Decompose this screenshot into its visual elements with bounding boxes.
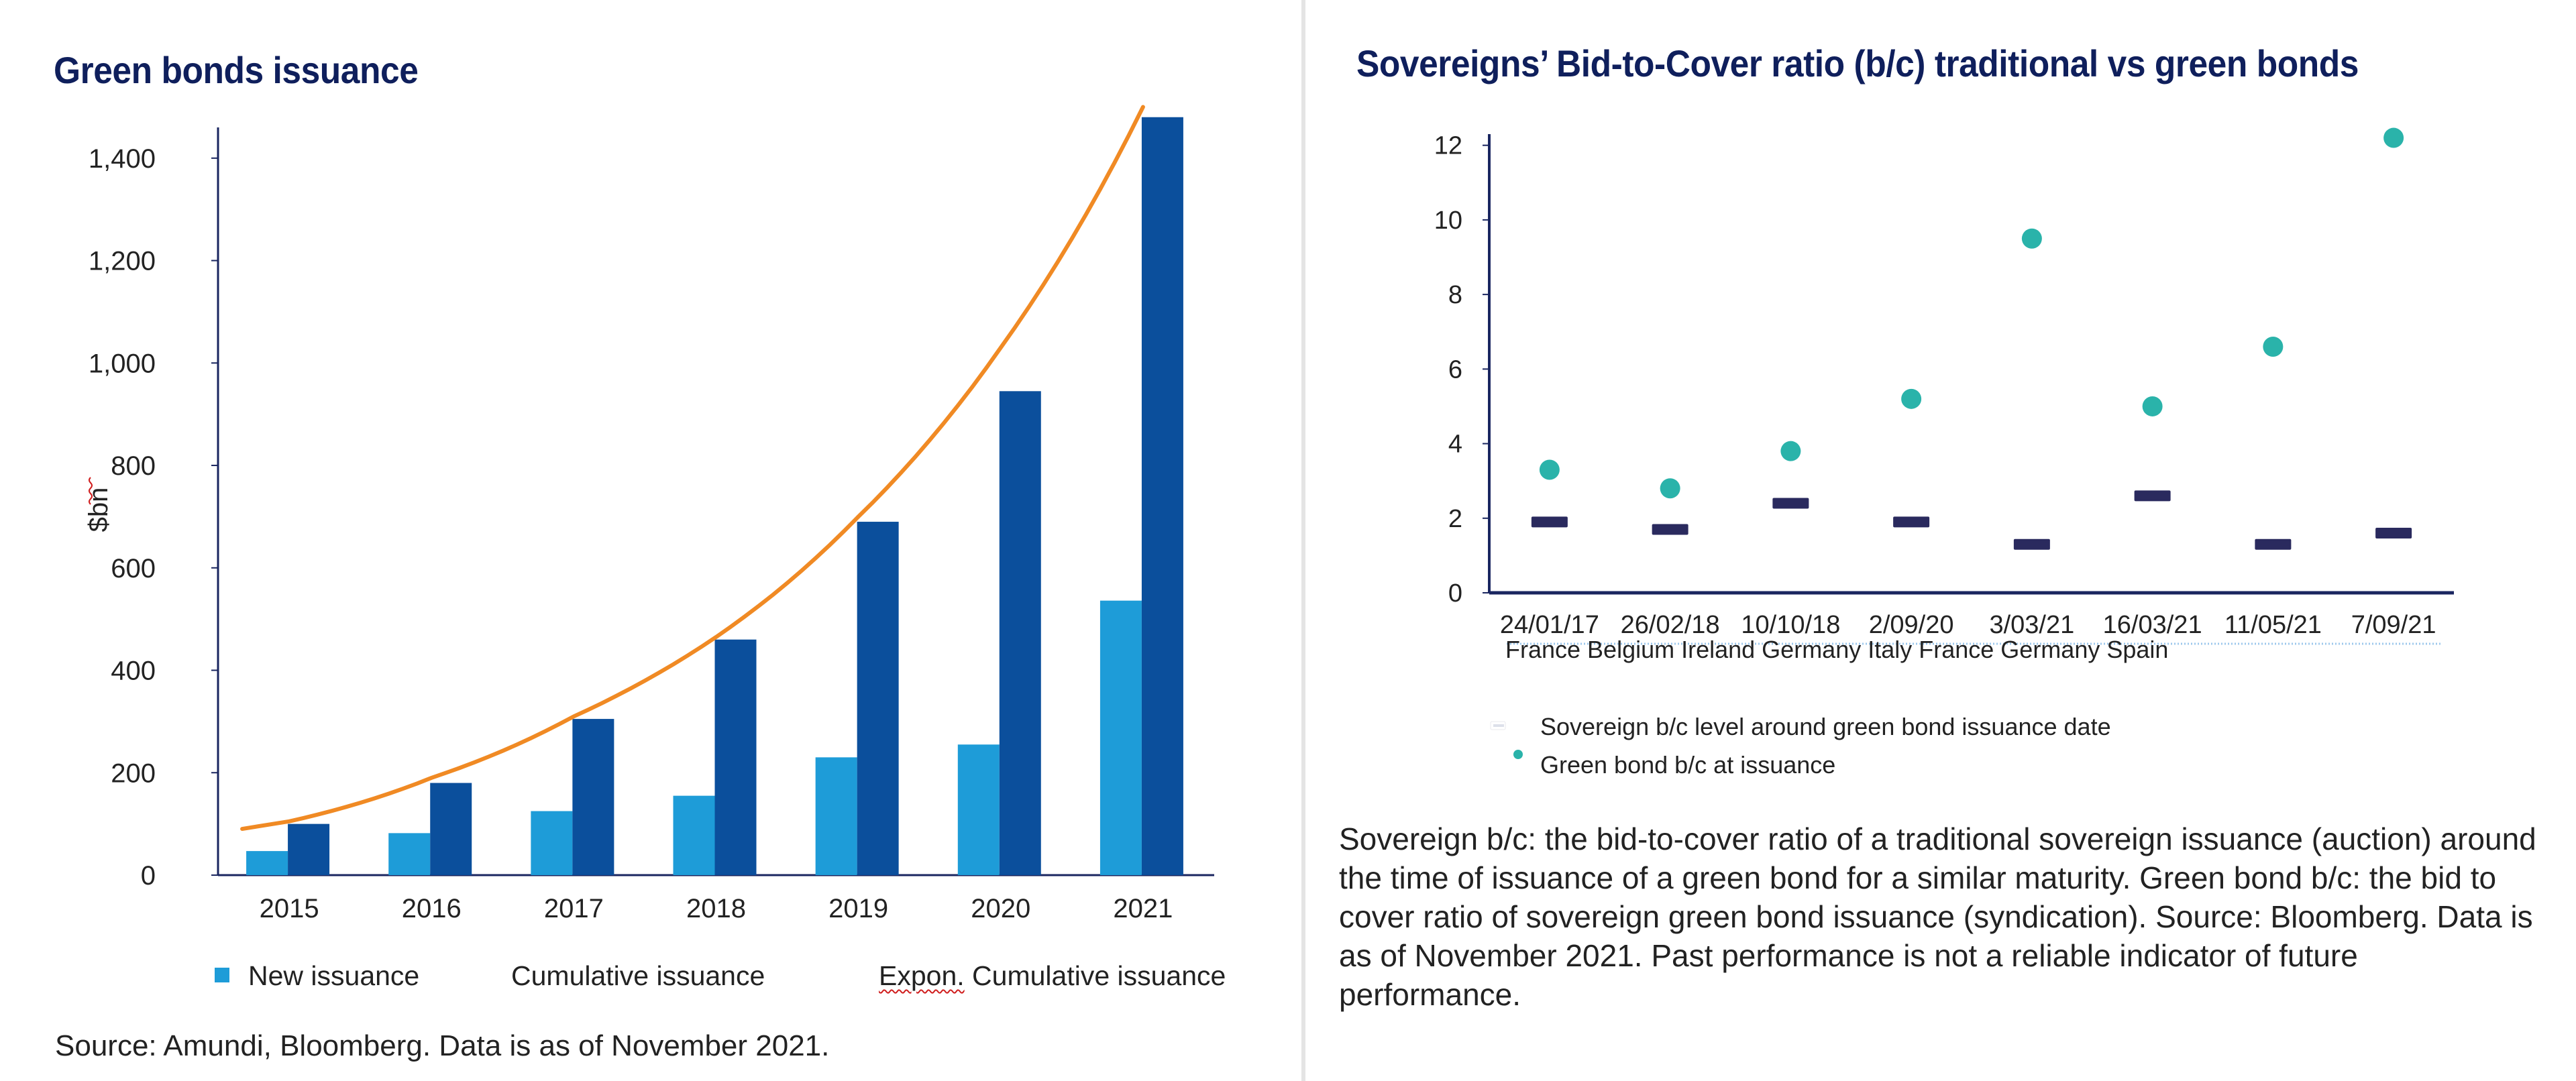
legend-label-green-bc: Green bond b/c at issuance xyxy=(1540,751,1836,779)
methodology-note: Sovereign b/c: the bid-to-cover ratio of… xyxy=(1339,821,2536,1012)
bar-new-issuance xyxy=(815,757,857,875)
scatter-chart: 0 2 4 6 8 10 12 24/01/17 26/02/18 10/10/18 2/09/20… xyxy=(1434,127,2454,759)
country-labels: France Belgium Ireland Germany Italy Fra… xyxy=(1505,636,2169,663)
x-tick-label: 7/09/21 xyxy=(2351,611,2436,639)
bar-cumulative-issuance xyxy=(288,823,330,875)
bar-new-issuance xyxy=(531,811,573,875)
y-tick-label: 1,200 xyxy=(89,247,156,276)
y-tick-label: 8 xyxy=(1448,281,1462,309)
y-tick-label: 12 xyxy=(1434,132,1462,160)
legend-expon-suffix: Cumulative issuance xyxy=(964,960,1226,991)
y-tick-label: 1,400 xyxy=(89,144,156,174)
x-tick-label: 11/05/21 xyxy=(2224,611,2322,639)
legend-label-expon-cumulative-issuance: Expon. Cumulative issuance xyxy=(879,960,1226,992)
legend-label-new-issuance: New issuance xyxy=(248,960,420,991)
marker-sovereign-bc xyxy=(2375,528,2412,539)
x-tick-label: 2015 xyxy=(260,894,319,923)
bid-to-cover-panel: Sovereigns’ Bid-to-Cover ratio (b/c) tra… xyxy=(1308,0,2576,1081)
y-tick-label: 800 xyxy=(111,451,156,481)
x-tick-label: 2018 xyxy=(686,894,746,923)
x-tick-label: 3/03/21 xyxy=(1989,611,2074,639)
bar-cumulative-issuance xyxy=(430,783,472,875)
marker-sovereign-bc xyxy=(2134,490,2171,502)
marker-green-bc xyxy=(1539,459,1560,480)
marker-sovereign-bc xyxy=(1893,516,1930,528)
marker-green-bc xyxy=(2021,228,2042,249)
x-tick-label: 24/01/17 xyxy=(1500,611,1599,639)
x-tick-label: 26/02/18 xyxy=(1621,611,1720,639)
legend-expon-prefix: Expon. xyxy=(879,960,965,991)
x-tick-label: 10/10/18 xyxy=(1741,611,1840,639)
x-tick-label: 16/03/21 xyxy=(2103,611,2202,639)
marker-green-bc xyxy=(2142,396,2163,416)
source-note: Source: Amundi, Bloomberg. Data is as of… xyxy=(55,1029,830,1062)
bar-cumulative-issuance xyxy=(714,639,757,875)
marker-green-bc xyxy=(1660,478,1680,499)
marker-green-bc xyxy=(1780,441,1801,461)
x-tick-label: 2017 xyxy=(544,894,604,923)
bar-new-issuance xyxy=(957,744,1000,875)
marker-green-bc xyxy=(2263,336,2284,357)
y-tick-label: 600 xyxy=(111,554,156,583)
y-tick-label: 0 xyxy=(1448,579,1462,608)
bar-new-issuance xyxy=(388,833,431,875)
x-tick-label: 2019 xyxy=(828,894,888,923)
x-tick-label: 2/09/20 xyxy=(1869,611,1954,639)
chart-title: Sovereigns’ Bid-to-Cover ratio (b/c) tra… xyxy=(1356,42,2359,84)
x-tick-label: 2020 xyxy=(971,894,1030,923)
marker-sovereign-bc xyxy=(2013,538,2050,550)
y-tick-label: 1,000 xyxy=(89,349,156,378)
bar-new-issuance xyxy=(246,851,288,875)
trendline-expon-cumulative xyxy=(240,105,1145,832)
bar-cumulative-issuance xyxy=(999,391,1041,875)
y-tick-label: 400 xyxy=(111,657,156,686)
legend-swatch-sovereign-bc-fill xyxy=(1493,724,1504,727)
bar-chart: 0 200 400 600 800 1,000 1,200 1,400 $bn 2015 2016 2… xyxy=(84,105,1214,923)
y-tick-label: 200 xyxy=(111,758,156,788)
panel-divider xyxy=(1301,0,1305,1081)
y-tick-label: 4 xyxy=(1448,431,1462,459)
marker-green-bc xyxy=(2383,127,2404,148)
marker-sovereign-bc xyxy=(1772,498,1809,509)
legend-swatch-new-issuance xyxy=(215,968,229,982)
chart-title: Green bonds issuance xyxy=(54,49,419,91)
marker-sovereign-bc xyxy=(1652,524,1688,535)
bar-cumulative-issuance xyxy=(857,522,899,875)
green-bonds-issuance-panel: Green bonds issuance 0 200 400 600 800 1,000 1… xyxy=(54,49,1226,1062)
legend-swatch-green-bc xyxy=(1513,750,1523,759)
bar-new-issuance xyxy=(1099,600,1142,875)
y-tick-label: 10 xyxy=(1434,207,1462,235)
y-tick-label: 2 xyxy=(1448,505,1462,533)
marker-green-bc xyxy=(1901,388,1922,409)
y-axis-title: $bn xyxy=(84,488,113,532)
bar-new-issuance xyxy=(673,795,715,875)
marker-sovereign-bc xyxy=(1531,516,1568,528)
bar-cumulative-issuance xyxy=(1141,117,1183,875)
bar-cumulative-issuance xyxy=(572,719,614,875)
y-tick-label: 0 xyxy=(141,861,156,891)
legend-label-sovereign-bc: Sovereign b/c level around green bond is… xyxy=(1540,713,2111,740)
y-tick-label: 6 xyxy=(1448,355,1462,384)
legend-label-cumulative-issuance: Cumulative issuance xyxy=(511,960,765,991)
spellcheck-underline xyxy=(89,477,93,505)
x-tick-label: 2016 xyxy=(402,894,462,923)
x-tick-label: 2021 xyxy=(1113,894,1173,923)
marker-sovereign-bc xyxy=(2255,538,2292,550)
